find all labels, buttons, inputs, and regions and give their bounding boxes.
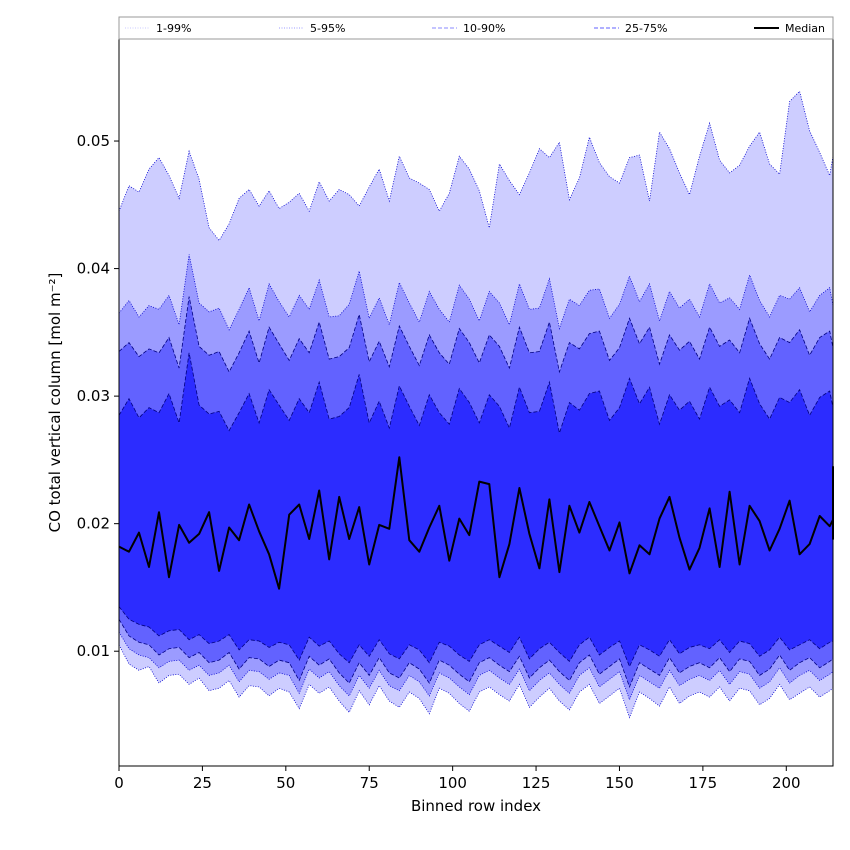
y-axis: 0.01 0.02 0.03 0.04 0.05 <box>77 132 119 660</box>
legend: 1-99% 5-95% 10-90% 25-75% Median <box>118 16 834 40</box>
x-tick-label: 175 <box>689 774 718 792</box>
x-tick-label: 150 <box>605 774 634 792</box>
legend-label-Median: Median <box>785 22 825 35</box>
legend-label-25-75pct: 25-75% <box>625 22 667 35</box>
x-tick-label: 0 <box>114 774 124 792</box>
legend-label-5-95pct: 5-95% <box>310 22 345 35</box>
x-tick-label: 50 <box>276 774 295 792</box>
legend-label-10-90pct: 10-90% <box>463 22 505 35</box>
legend-label-1-99pct: 1-99% <box>156 22 191 35</box>
y-tick-label: 0.05 <box>77 132 110 150</box>
x-axis-label: Binned row index <box>411 797 541 815</box>
percentile-bands <box>118 90 834 719</box>
x-axis: 0 25 50 75 100 125 150 175 200 <box>114 766 801 792</box>
y-tick-label: 0.01 <box>77 642 110 660</box>
y-tick-label: 0.04 <box>77 260 110 278</box>
y-tick-label: 0.03 <box>77 387 110 405</box>
y-tick-label: 0.02 <box>77 515 110 533</box>
x-tick-label: 75 <box>360 774 379 792</box>
legend-box <box>118 16 834 40</box>
x-tick-label: 125 <box>522 774 551 792</box>
x-tick-label: 200 <box>772 774 801 792</box>
x-tick-label: 25 <box>193 774 212 792</box>
y-axis-label: CO total vertical column [mol m⁻²] <box>46 273 64 533</box>
x-tick-label: 100 <box>438 774 467 792</box>
